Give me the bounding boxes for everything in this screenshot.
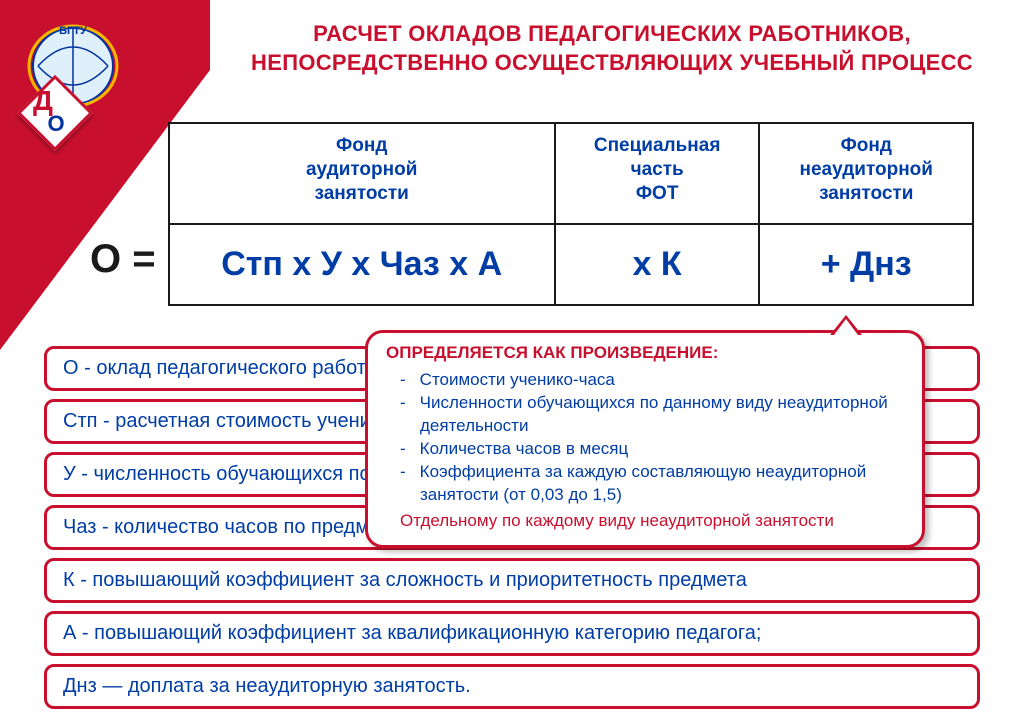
- callout-list: Стоимости ученико-часа Численности обуча…: [386, 369, 904, 507]
- callout-title: ОПРЕДЕЛЯЕТСЯ КАК ПРОИЗВЕДЕНИЕ:: [386, 343, 904, 363]
- diamond-letter-o: О: [48, 111, 65, 137]
- formula-col-value: x К: [555, 224, 760, 305]
- formula-lhs: О =: [90, 237, 156, 306]
- formula-col-header: Фондаудиторнойзанятости: [169, 123, 555, 224]
- formula-table: Фондаудиторнойзанятости Специальнаячасть…: [168, 122, 974, 306]
- callout-item: Стоимости ученико-часа: [386, 369, 904, 392]
- definition-item: Днз — доплата за неаудиторную занятость.: [44, 664, 980, 709]
- callout-footer: Отдельному по каждому виду неаудиторной …: [386, 511, 904, 531]
- formula-block: О = Фондаудиторнойзанятости Специальнаяч…: [90, 122, 974, 306]
- logo: БГТУ Д О: [18, 18, 128, 118]
- formula-col-value: + Днз: [759, 224, 973, 305]
- formula-col-value: Стп x У x Чаз x А: [169, 224, 555, 305]
- callout-tooltip: ОПРЕДЕЛЯЕТСЯ КАК ПРОИЗВЕДЕНИЕ: Стоимости…: [365, 330, 925, 548]
- page-title: РАСЧЕТ ОКЛАДОВ ПЕДАГОГИЧЕСКИХ РАБОТНИКОВ…: [230, 20, 994, 77]
- logo-ring-text: БГТУ: [59, 25, 87, 37]
- callout-item: Количества часов в месяц: [386, 438, 904, 461]
- definition-item: А - повышающий коэффициент за квалификац…: [44, 611, 980, 656]
- callout-item: Коэффициента за каждую составляющую неау…: [386, 461, 904, 507]
- callout-pointer-icon: [830, 315, 862, 335]
- definition-item: К - повышающий коэффициент за сложность …: [44, 558, 980, 603]
- formula-col-header: СпециальнаячастьФОТ: [555, 123, 760, 224]
- callout-item: Численности обучающихся по данному виду …: [386, 392, 904, 438]
- formula-col-header: Фонднеаудиторнойзанятости: [759, 123, 973, 224]
